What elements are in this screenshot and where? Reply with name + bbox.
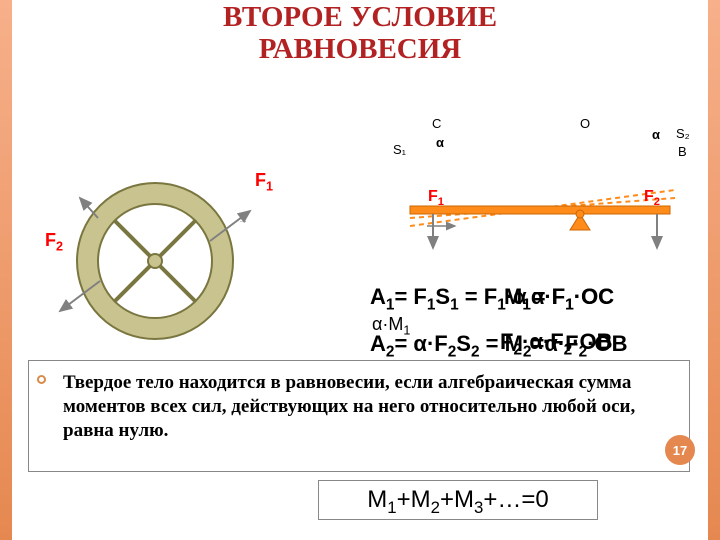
statement-box: Твердое тело находится в равновесии, есл… — [28, 360, 690, 472]
eq-line-2b: F2·α·F2·OB — [500, 329, 613, 359]
label-alpha2: α — [652, 127, 660, 142]
title-line1: ВТОРОЕ УСЛОВИЕ — [223, 1, 497, 33]
label-C: C — [432, 116, 441, 131]
label-B: B — [678, 144, 687, 159]
slide-border-left — [0, 0, 12, 540]
page-number-badge: 17 — [665, 435, 695, 465]
wheel-f2-label: F2 — [45, 230, 63, 254]
svg-text:→: → — [238, 215, 248, 226]
statement-text: Твердое тело находится в равновесии, есл… — [63, 371, 671, 442]
wheel-svg: → — [40, 166, 300, 366]
label-alpha1: α — [436, 135, 444, 150]
title-line2: РАВНОВЕСИЯ — [259, 33, 462, 65]
final-equation-box: M1+M2+M3+…=0 — [318, 480, 598, 520]
slide-title: ВТОРОЕ УСЛОВИЕ РАВНОВЕСИЯ — [0, 0, 720, 66]
slide-border-right — [708, 0, 720, 540]
lever-f2-label: F2 — [644, 188, 660, 208]
label-O: O — [580, 116, 590, 131]
label-S1: S₁ — [393, 142, 406, 157]
lever-f1-label: F1 — [428, 188, 444, 208]
eq-line-1b: M1α·F1·OC — [504, 284, 614, 314]
label-S2: S₂ — [676, 126, 690, 141]
bullet-icon — [37, 375, 46, 384]
wheel-f1-label: F1 — [255, 170, 273, 194]
